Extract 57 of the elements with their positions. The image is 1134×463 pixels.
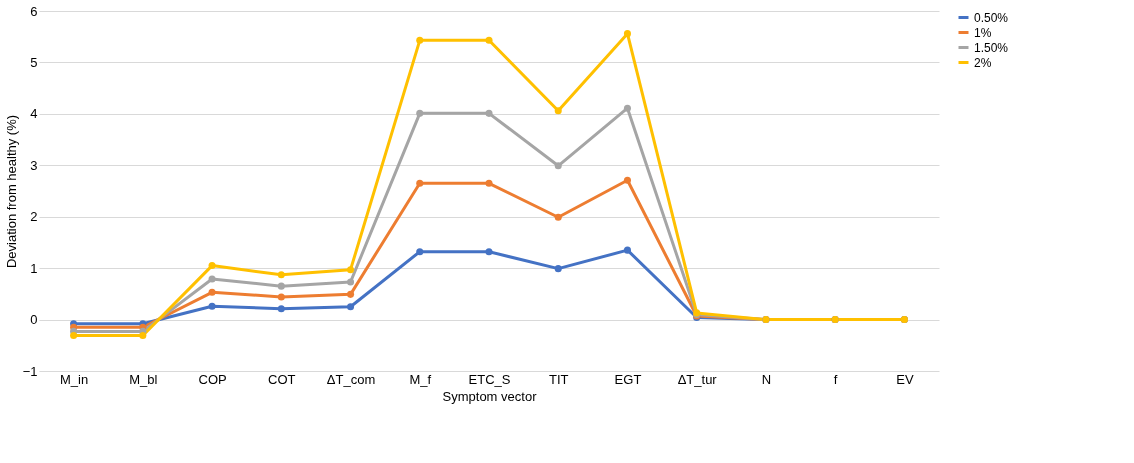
point xyxy=(277,271,285,279)
y-tick-label: 5 xyxy=(30,54,38,70)
point xyxy=(347,290,355,298)
y-tick-label: 0 xyxy=(30,312,38,328)
point xyxy=(208,275,216,283)
y-tick-label: 6 xyxy=(30,3,38,19)
legend-label: 0.50% xyxy=(974,10,1009,25)
point xyxy=(623,30,631,38)
x-tick-label: M_in xyxy=(60,371,89,387)
point xyxy=(623,176,631,184)
point xyxy=(485,248,493,256)
point xyxy=(347,278,355,286)
point xyxy=(277,293,285,301)
point xyxy=(208,262,216,270)
point xyxy=(554,265,562,273)
y-tick-label: −1 xyxy=(22,363,38,379)
legend-label: 1.50% xyxy=(974,40,1009,55)
x-tick-label: M_f xyxy=(409,371,432,387)
point xyxy=(416,109,424,117)
point xyxy=(485,109,493,117)
point xyxy=(554,107,562,115)
point xyxy=(416,248,424,256)
x-axis-title: Symptom vector xyxy=(442,388,538,404)
point xyxy=(623,104,631,112)
point xyxy=(70,331,78,340)
x-tick-label: COT xyxy=(268,371,296,387)
x-tick-label: M_bl xyxy=(129,371,158,387)
point xyxy=(208,288,216,296)
y-tick-label: 2 xyxy=(30,209,38,225)
x-tick-label: COP xyxy=(198,371,227,387)
point xyxy=(277,305,285,313)
x-tick-label: f xyxy=(833,371,838,387)
legend-label: 2% xyxy=(974,55,992,70)
point xyxy=(554,213,562,221)
point xyxy=(347,266,355,274)
point xyxy=(416,36,424,44)
x-tick-label: N xyxy=(761,371,772,387)
x-tick-label: ETC_S xyxy=(468,371,511,387)
point xyxy=(416,179,424,187)
point xyxy=(139,331,147,340)
x-tick-label: EGT xyxy=(614,371,642,387)
point xyxy=(208,302,216,310)
x-tick-label: EV xyxy=(896,371,914,387)
x-tick-label: ΔT_com xyxy=(326,371,376,387)
y-tick-label: 1 xyxy=(30,260,38,276)
point xyxy=(485,36,493,44)
point xyxy=(277,282,285,290)
y-axis-title: Deviation from healthy (%) xyxy=(3,114,19,269)
point xyxy=(554,162,562,170)
point xyxy=(347,303,355,311)
point xyxy=(485,179,493,187)
point xyxy=(623,246,631,254)
x-tick-label: ΔT_tur xyxy=(677,371,718,387)
y-tick-label: 3 xyxy=(30,157,38,173)
x-tick-label: TIT xyxy=(548,371,569,387)
y-tick-label: 4 xyxy=(30,106,38,122)
legend-label: 1% xyxy=(974,25,992,40)
